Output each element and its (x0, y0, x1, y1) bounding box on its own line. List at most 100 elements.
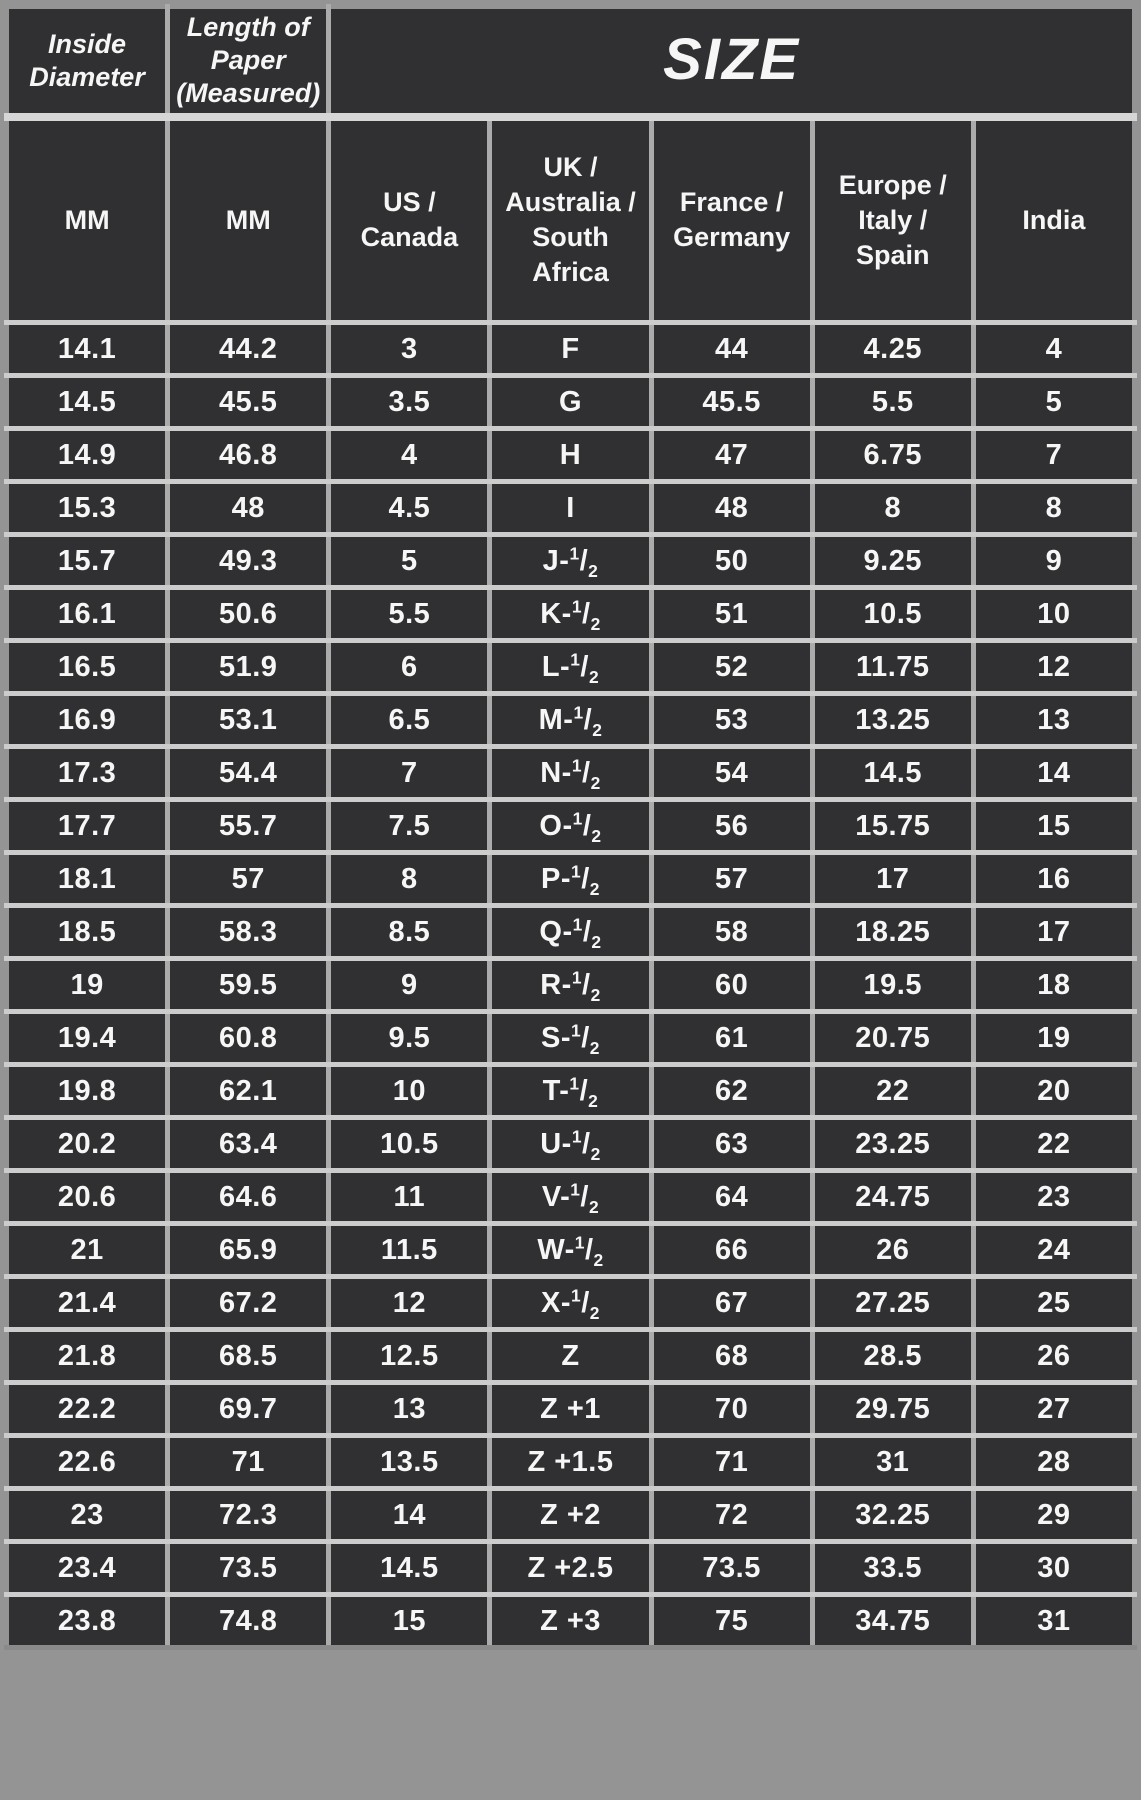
table-cell: 23 (970, 1168, 1138, 1226)
table-cell: 70 (648, 1380, 815, 1438)
table-cell: 21 (3, 1221, 171, 1279)
table-cell: 49.3 (165, 532, 332, 590)
table-cell: 5 (970, 373, 1138, 431)
table-cell: 63.4 (165, 1115, 332, 1173)
table-row: 21.8 68.5 12.5 Z 68 28.5 26 (3, 1327, 1138, 1385)
table-cell: 66 (648, 1221, 815, 1279)
table-cell: 9 (970, 532, 1138, 590)
table-cell: 21.4 (3, 1274, 171, 1332)
table-cell: 11 (326, 1168, 493, 1226)
table-cell: 34.75 (809, 1592, 976, 1650)
table-cell: S-1/2 (487, 1009, 654, 1067)
table-cell: 3.5 (326, 373, 493, 431)
table-cell: 23.25 (809, 1115, 976, 1173)
table-cell: 28 (970, 1433, 1138, 1491)
table-cell: 31 (809, 1433, 976, 1491)
table-cell: 29 (970, 1486, 1138, 1544)
table-cell: J-1/2 (487, 532, 654, 590)
table-cell: H (487, 426, 654, 484)
table-row: 21.4 67.2 12 X-1/2 67 27.25 25 (3, 1274, 1138, 1332)
table-cell: W-1/2 (487, 1221, 654, 1279)
table-cell: 10 (970, 585, 1138, 643)
table-cell: 19.5 (809, 956, 976, 1014)
table-cell: 22 (970, 1115, 1138, 1173)
table-cell: 8 (970, 479, 1138, 537)
table-cell: 20.2 (3, 1115, 171, 1173)
table-cell: Q-1/2 (487, 903, 654, 961)
table-row: 17.7 55.7 7.5 O-1/2 56 15.75 15 (3, 797, 1138, 855)
table-cell: 6 (326, 638, 493, 696)
table-cell: 56 (648, 797, 815, 855)
table-cell: 5 (326, 532, 493, 590)
table-cell: 53 (648, 691, 815, 749)
table-cell: 12 (970, 638, 1138, 696)
table-cell: 15 (326, 1592, 493, 1650)
column-header-france-germany: France / Germany (648, 114, 815, 325)
table-cell: 4 (970, 320, 1138, 378)
table-cell: 18 (970, 956, 1138, 1014)
table-cell: 58 (648, 903, 815, 961)
table-cell: 14.5 (3, 373, 171, 431)
table-cell: 57 (165, 850, 332, 908)
table-cell: 26 (809, 1221, 976, 1279)
table-cell: 29.75 (809, 1380, 976, 1438)
table-cell: 18.5 (3, 903, 171, 961)
table-row: 14.9 46.8 4 H 47 6.75 7 (3, 426, 1138, 484)
table-cell: 57 (648, 850, 815, 908)
table-row: 16.9 53.1 6.5 M-1/2 53 13.25 13 (3, 691, 1138, 749)
table-cell: 62.1 (165, 1062, 332, 1120)
table-cell: 54.4 (165, 744, 332, 802)
table-cell: 19.4 (3, 1009, 171, 1067)
table-cell: 4.5 (326, 479, 493, 537)
table-cell: U-1/2 (487, 1115, 654, 1173)
table-cell: 8 (809, 479, 976, 537)
table-cell: 8.5 (326, 903, 493, 961)
table-cell: 18.1 (3, 850, 171, 908)
table-cell: 14.5 (809, 744, 976, 802)
table-cell: L-1/2 (487, 638, 654, 696)
table-cell: 44.2 (165, 320, 332, 378)
table-cell: I (487, 479, 654, 537)
table-cell: 11.5 (326, 1221, 493, 1279)
table-row: 22.2 69.7 13 Z +1 70 29.75 27 (3, 1380, 1138, 1438)
table-row: 16.1 50.6 5.5 K-1/2 51 10.5 10 (3, 585, 1138, 643)
header-paper-length: Length of Paper (Measured) (165, 4, 332, 121)
table-row: 20.6 64.6 11 V-1/2 64 24.75 23 (3, 1168, 1138, 1226)
table-cell: 10.5 (809, 585, 976, 643)
table-cell: 46.8 (165, 426, 332, 484)
table-cell: K-1/2 (487, 585, 654, 643)
table-cell: 58.3 (165, 903, 332, 961)
table-cell: 65.9 (165, 1221, 332, 1279)
table-cell: 51 (648, 585, 815, 643)
table-cell: 23.8 (3, 1592, 171, 1650)
table-cell: 60 (648, 956, 815, 1014)
table-cell: 72 (648, 1486, 815, 1544)
table-cell: Z +2 (487, 1486, 654, 1544)
table-cell: 21.8 (3, 1327, 171, 1385)
table-cell: 14 (970, 744, 1138, 802)
table-cell: 71 (165, 1433, 332, 1491)
table-cell: V-1/2 (487, 1168, 654, 1226)
table-cell: 8 (326, 850, 493, 908)
column-header-europe-italy-spain: Europe / Italy / Spain (809, 114, 976, 325)
table-cell: 32.25 (809, 1486, 976, 1544)
table-cell: 7.5 (326, 797, 493, 855)
size-conversion-table: Inside Diameter Length of Paper (Measure… (3, 4, 1138, 1650)
table-cell: 15.7 (3, 532, 171, 590)
table-cell: 12 (326, 1274, 493, 1332)
table-cell: 73.5 (165, 1539, 332, 1597)
table-cell: 10.5 (326, 1115, 493, 1173)
table-cell: Z +3 (487, 1592, 654, 1650)
table-cell: M-1/2 (487, 691, 654, 749)
table-cell: 10 (326, 1062, 493, 1120)
table-cell: N-1/2 (487, 744, 654, 802)
table-cell: 55.7 (165, 797, 332, 855)
table-cell: 15 (970, 797, 1138, 855)
table-cell: 20.6 (3, 1168, 171, 1226)
table-cell: 67.2 (165, 1274, 332, 1332)
table-row: 19 59.5 9 R-1/2 60 19.5 18 (3, 956, 1138, 1014)
table-cell: 44 (648, 320, 815, 378)
table-cell: 50 (648, 532, 815, 590)
table-cell: 23.4 (3, 1539, 171, 1597)
table-cell: 68 (648, 1327, 815, 1385)
